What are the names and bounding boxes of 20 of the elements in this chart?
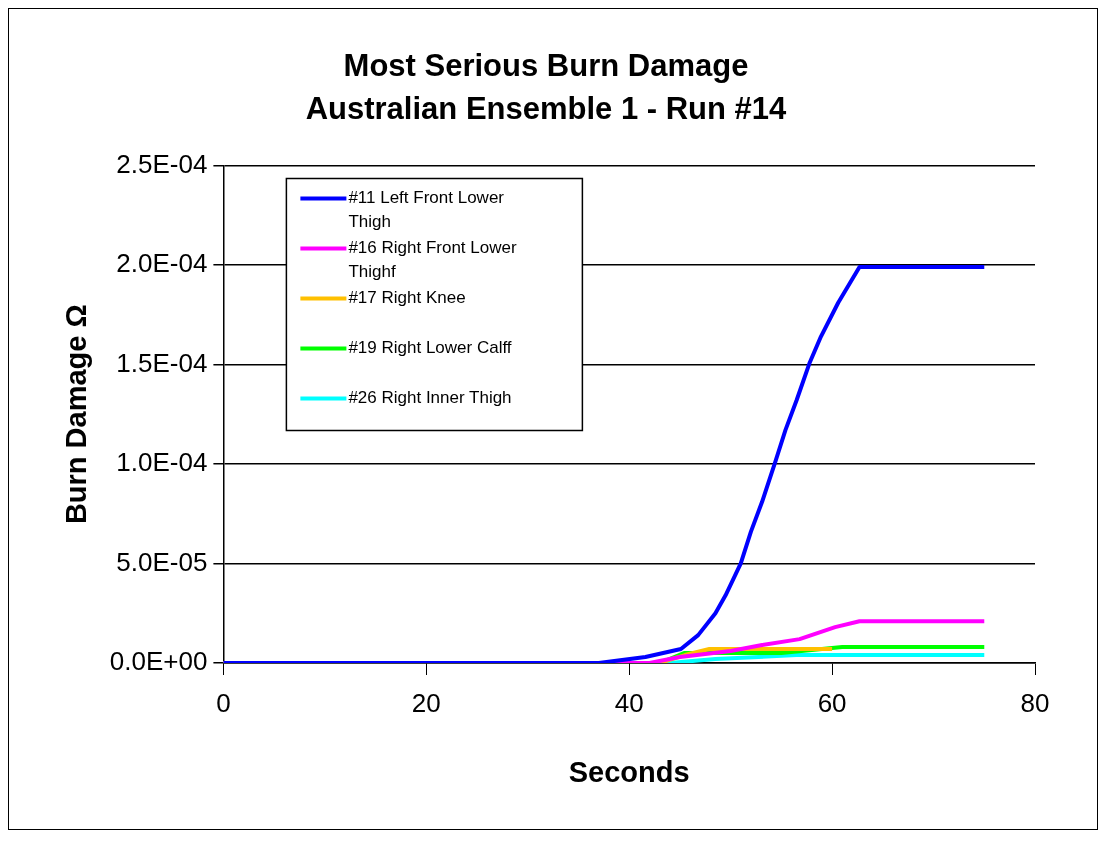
y-tick-label: 1.5E-04 [116, 347, 208, 378]
x-tick-label: 40 [614, 687, 644, 718]
y-tick-label: 2.5E-04 [116, 148, 208, 179]
chart-title: Most Serious Burn Damage [343, 48, 749, 84]
y-tick-label: 0.0E+00 [109, 646, 208, 677]
y-tick-label: 1.0E-04 [116, 447, 208, 478]
x-axis-title: Seconds [568, 755, 690, 788]
legend-label: #17 Right Knee [348, 288, 466, 308]
legend-label: #11 Left Front Lower Thigh [348, 188, 505, 232]
x-tick-label: 20 [411, 687, 441, 718]
legend-label: #26 Right Inner Thigh [348, 388, 512, 408]
x-tick-label: 60 [817, 687, 847, 718]
y-tick-label: 2.0E-04 [116, 248, 208, 279]
x-tick-label: 80 [1020, 687, 1050, 718]
legend-label: #16 Right Front Lower Thighf [348, 238, 517, 282]
legend-label: #19 Right Lower Calff [348, 338, 512, 358]
x-tick-label: 0 [216, 687, 231, 718]
y-tick-label: 5.0E-05 [116, 546, 208, 577]
chart-subtitle: Australian Ensemble 1 - Run #14 [305, 91, 788, 127]
y-axis-title: Burn Damage Ω [60, 304, 93, 525]
